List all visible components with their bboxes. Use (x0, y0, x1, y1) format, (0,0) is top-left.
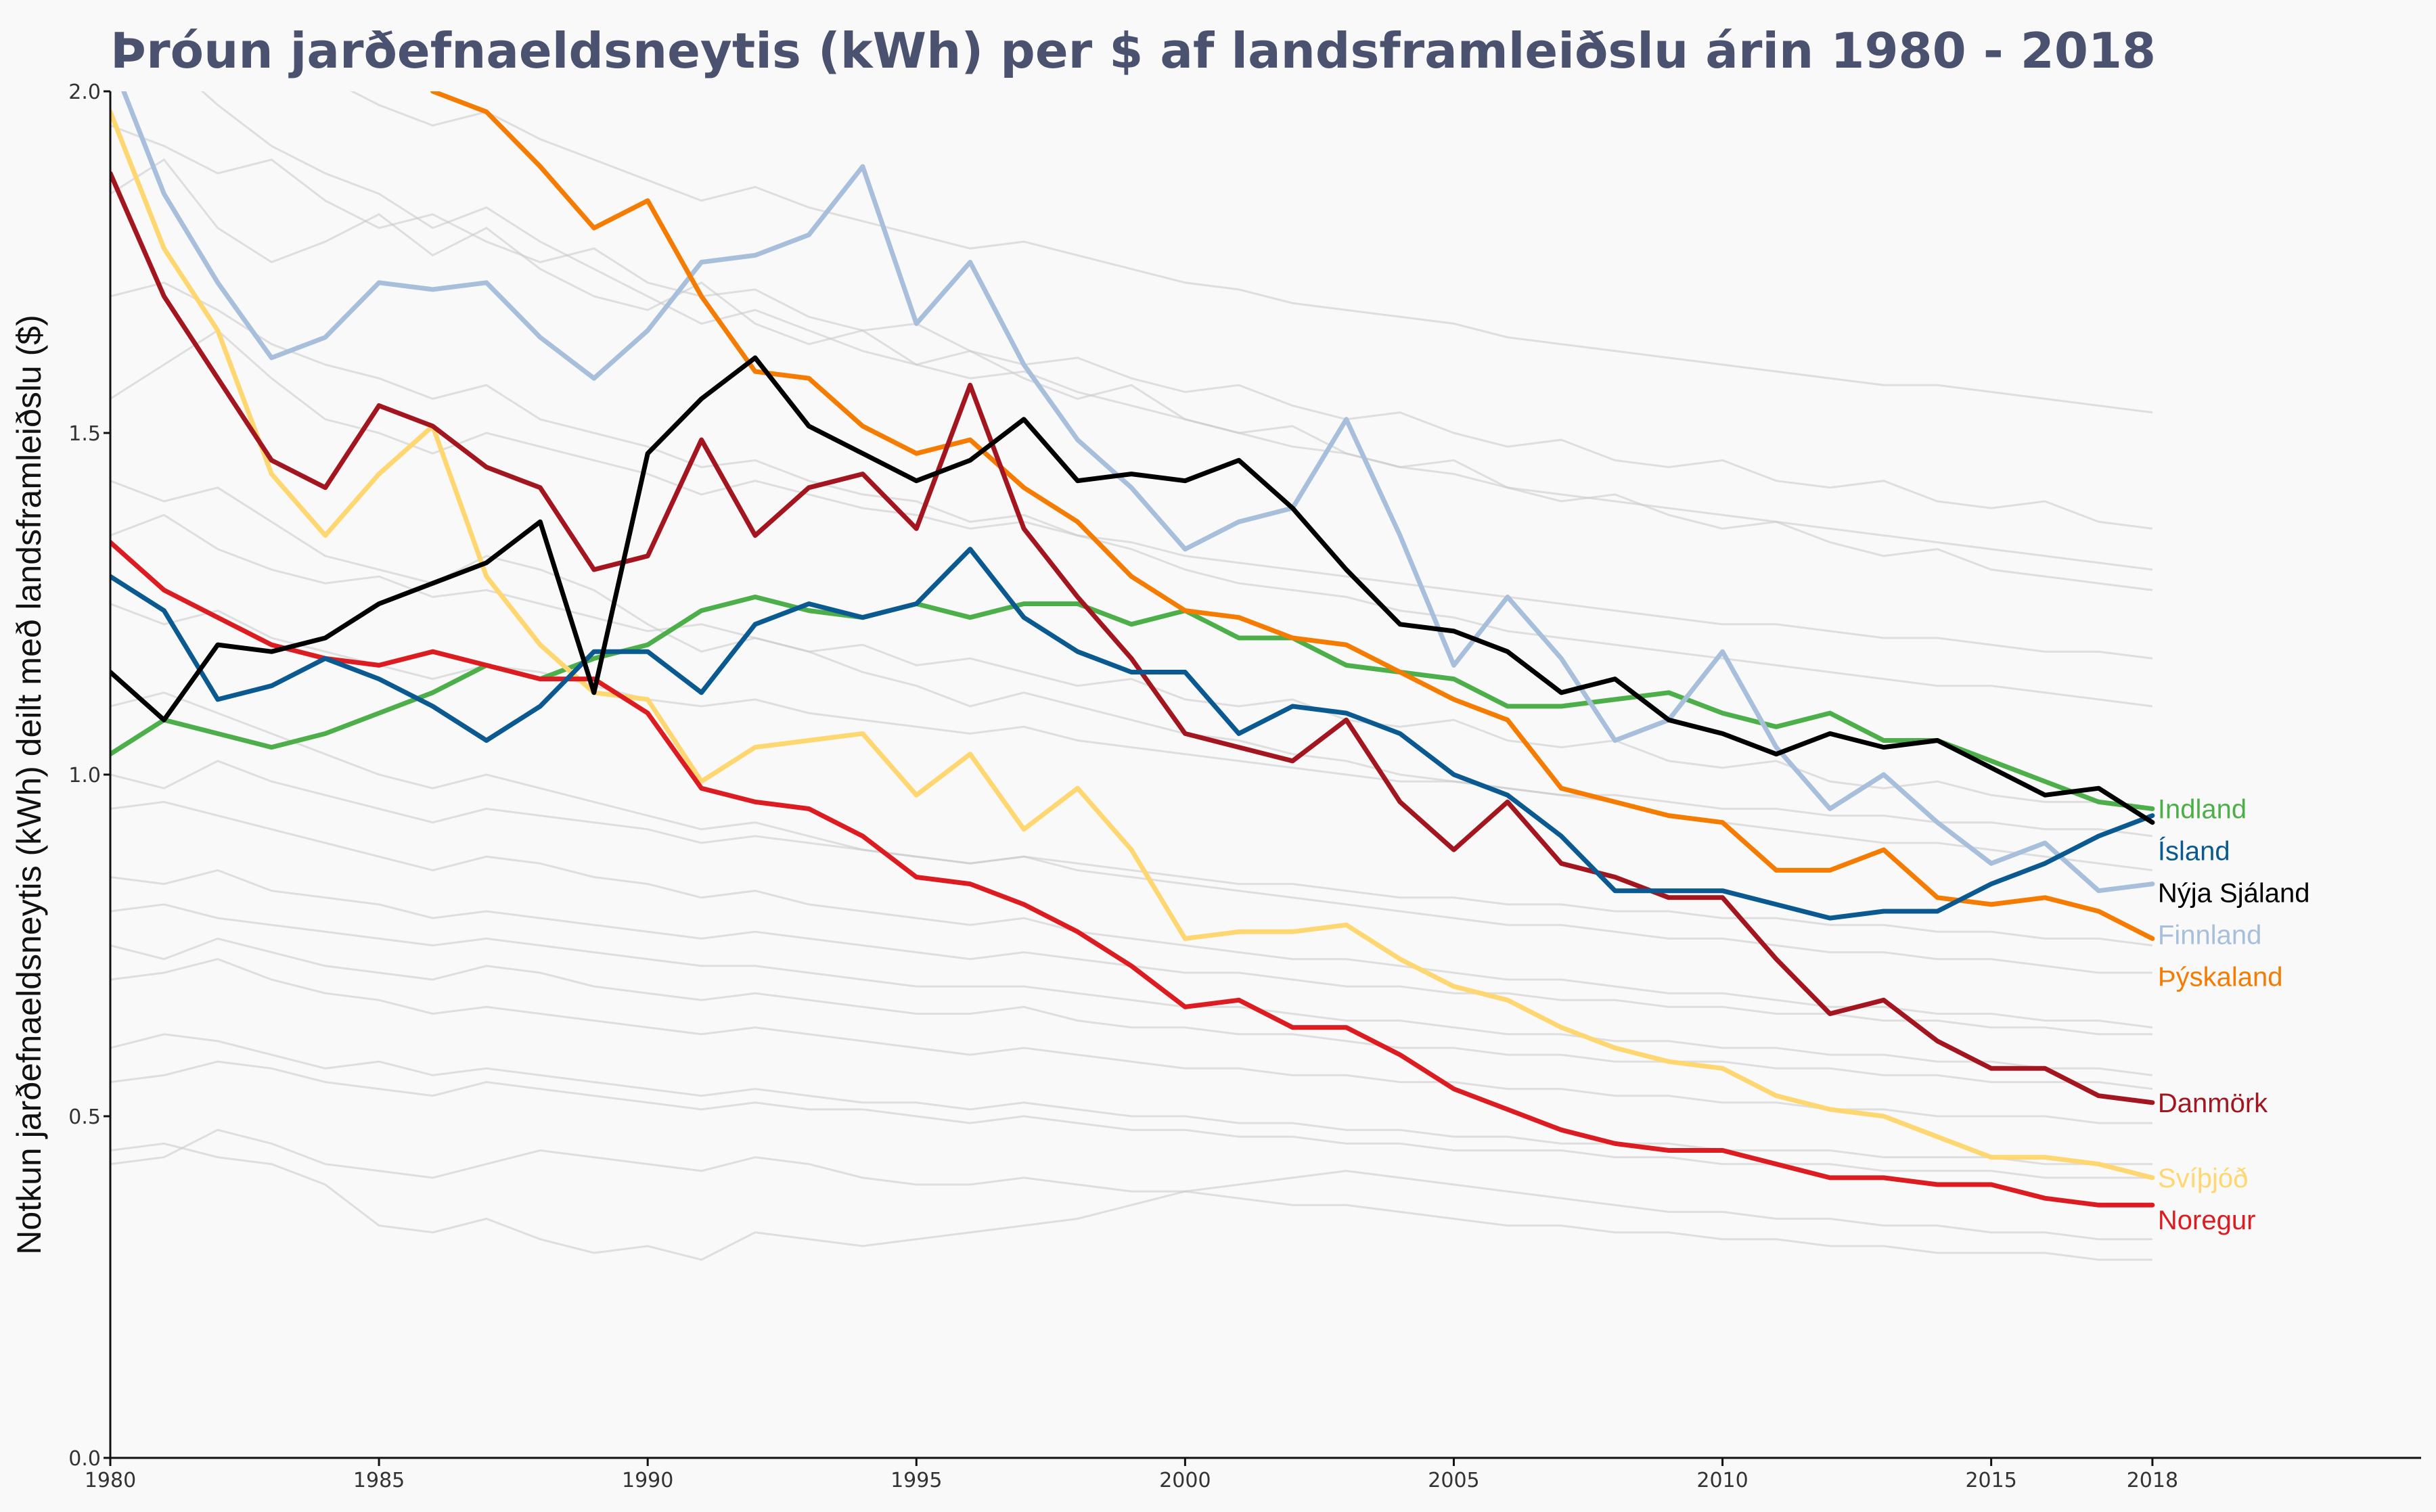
background-series-line (110, 513, 2153, 810)
series-line-noregur (110, 540, 2155, 1208)
series-line-finnland (121, 91, 2155, 894)
x-tick-label: 1980 (85, 1469, 136, 1492)
series-label-svíþjóð: Svíþjóð (2158, 1164, 2248, 1193)
background-series-line (110, 760, 2153, 946)
x-tick-label: 1995 (890, 1469, 942, 1492)
background-series-line (110, 124, 2153, 530)
series-label-danmörk: Danmörk (2158, 1089, 2268, 1118)
y-tick-label: 0.0 (68, 1447, 101, 1471)
x-tick-label: 2015 (1965, 1469, 2016, 1492)
background-series-line (110, 1060, 2152, 1179)
series-label-þýskaland: Þýskaland (2158, 963, 2283, 992)
background-series-line (110, 1033, 2152, 1166)
x-tick-label: 2018 (2127, 1469, 2178, 1492)
series-line-danmörk (110, 170, 2155, 1105)
background-series-line (110, 329, 2153, 660)
background-series-line (110, 1128, 2152, 1261)
background-series-line (110, 281, 2153, 708)
series-line-indland (110, 594, 2155, 811)
background-series-line (110, 903, 2153, 1076)
series-line-ísland (110, 547, 2155, 921)
series-label-nýja-sjáland: Nýja Sjáland (2158, 879, 2310, 909)
x-tick-label: 2010 (1696, 1469, 1748, 1492)
series-label-ísland: Ísland (2158, 836, 2230, 867)
axes: 0.0 0.5 1.0 1.5 2.0 1980 1985 1990 1995 2000 2005 2… (68, 81, 2421, 1492)
background-series-line (110, 603, 2153, 838)
series-line-svíþjóð (110, 109, 2155, 1181)
background-series-line (200, 91, 2153, 571)
background-series-line (110, 800, 2153, 1029)
y-tick-label: 1.5 (68, 422, 101, 446)
y-axis-label: Notkun jarðefnaeldsneytis (kWh) deilt me… (10, 315, 48, 1254)
series-labels: Indland Ísland Nýja Sjáland Finnland Þýskala… (2158, 795, 2310, 1235)
background-series-line (110, 691, 2152, 974)
series-label-noregur: Noregur (2158, 1206, 2256, 1235)
series-line-þýskaland (430, 91, 2155, 941)
background-series-line (110, 1142, 2152, 1261)
chart-title: Þróun jarðefnaeldsneytis (kWh) per $ af … (110, 22, 2156, 79)
x-tick-label: 2005 (1428, 1469, 1479, 1492)
series-label-finnland: Finnland (2158, 921, 2261, 950)
background-series-line (110, 158, 2153, 591)
background-series-group (110, 91, 2153, 1261)
x-tick-label: 2000 (1159, 1469, 1211, 1492)
background-series-line (350, 91, 2153, 414)
x-tick-label: 1985 (353, 1469, 405, 1492)
series-label-indland: Indland (2158, 795, 2247, 825)
y-tick-label: 2.0 (68, 81, 101, 104)
background-series-line (110, 937, 2153, 1091)
series-group (110, 91, 2155, 1208)
series-line-nýja-sjáland (110, 355, 2155, 825)
background-series-line (110, 958, 2152, 1124)
x-tick-label: 1990 (622, 1469, 673, 1492)
y-tick-label: 0.5 (68, 1105, 101, 1129)
y-tick-label: 1.0 (68, 764, 101, 787)
